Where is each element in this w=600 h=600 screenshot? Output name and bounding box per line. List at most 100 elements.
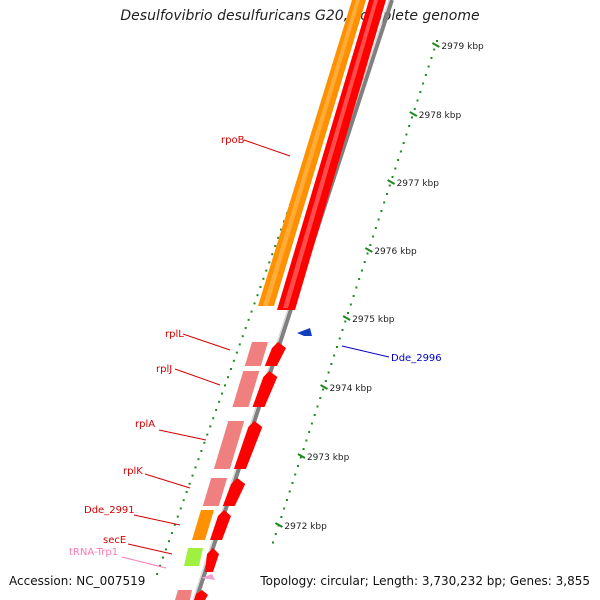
kbp-label: 2972 kbp — [284, 522, 327, 532]
position-tick — [385, 193, 388, 195]
cds-orange-shine — [263, 0, 360, 306]
inner-tick — [253, 302, 256, 305]
inner-tick — [232, 359, 235, 362]
position-tick — [338, 337, 341, 340]
position-tick — [402, 142, 405, 144]
leader-line — [341, 345, 390, 358]
cds-red-arrow — [252, 371, 278, 407]
inner-tick — [164, 548, 167, 551]
gene-label: rpoB — [221, 135, 245, 146]
inner-tick — [218, 400, 221, 403]
kbp-label: 2978 kbp — [419, 111, 462, 121]
cds-pink — [232, 371, 260, 407]
position-tick — [408, 125, 411, 127]
cds-red-arrow — [264, 342, 286, 366]
inner-tick — [235, 351, 238, 354]
position-tick — [380, 210, 383, 212]
position-tick — [272, 541, 275, 544]
inner-tick — [185, 491, 188, 493]
inner-tick — [226, 376, 229, 379]
leader-line — [144, 473, 191, 489]
position-tick — [399, 150, 402, 153]
position-tick — [413, 108, 416, 110]
leader-line — [133, 514, 181, 526]
position-tick — [374, 227, 377, 229]
leader-line — [158, 429, 207, 441]
position-tick — [424, 74, 427, 76]
gene-labels: rpoB rplL rplJ rplA rplK Dde_2991 secEtRNA-Trp… — [69, 135, 442, 569]
position-tick — [344, 320, 347, 323]
inner-tick — [238, 343, 241, 346]
position-tick — [308, 431, 311, 433]
cds-red-shine — [283, 0, 378, 308]
position-tick — [369, 244, 372, 246]
position-tick — [316, 405, 319, 408]
kbp-label: 2976 kbp — [374, 247, 417, 257]
cds-red-arrow — [233, 421, 263, 469]
position-tick — [360, 269, 363, 272]
position-tick — [397, 159, 400, 161]
position-tick — [333, 354, 336, 357]
major-tick — [364, 247, 373, 253]
inner-tick — [182, 499, 185, 502]
inner-tick — [277, 236, 280, 239]
position-tick — [363, 261, 366, 263]
cds-blue-dde2996 — [297, 328, 312, 336]
position-tick — [430, 57, 433, 59]
gene-label: Dde_2991 — [84, 505, 135, 516]
position-tick — [297, 465, 300, 467]
inner-tick — [206, 433, 209, 436]
cds-red-arrow — [194, 590, 208, 600]
position-tick — [405, 133, 408, 136]
position-tick — [427, 65, 430, 68]
kbp-label: 2973 kbp — [307, 453, 350, 463]
kbp-label: 2977 kbp — [397, 179, 440, 189]
position-tick — [372, 235, 375, 238]
leader-line — [243, 139, 291, 157]
position-tick — [358, 278, 361, 280]
position-tick — [327, 371, 330, 374]
position-tick — [319, 397, 322, 399]
inner-tick — [221, 392, 224, 395]
kbp-label: 2974 kbp — [330, 384, 373, 394]
position-tick — [422, 82, 425, 85]
inner-tick — [170, 532, 173, 534]
topology-text: Topology: circular; Length: 3,730,232 bp… — [260, 574, 590, 588]
inner-tick — [244, 327, 247, 329]
position-tick — [388, 184, 391, 187]
inner-tick — [250, 310, 253, 313]
inner-tick — [259, 286, 262, 288]
inner-tick — [188, 482, 191, 485]
major-tick — [274, 522, 283, 528]
cds-pink — [202, 478, 228, 506]
gene-label: rplK — [123, 466, 143, 477]
inner-tick — [268, 261, 271, 264]
inner-tick — [162, 556, 165, 559]
position-tick — [366, 252, 369, 255]
leader-line — [121, 556, 167, 569]
trna-green — [184, 548, 203, 566]
leader-line — [174, 368, 221, 386]
gene-label: rplJ — [156, 364, 172, 375]
inner-tick — [274, 245, 277, 247]
position-tick — [419, 91, 422, 93]
cds-pink — [175, 590, 192, 600]
inner-tick — [200, 450, 203, 452]
position-tick — [283, 507, 286, 510]
major-tick — [409, 111, 418, 117]
cds-red-arrow — [222, 478, 246, 506]
inner-tick — [215, 409, 218, 411]
leader-line — [182, 333, 231, 351]
position-tick — [330, 363, 333, 365]
position-tick — [294, 473, 297, 476]
feature-tracks — [175, 0, 394, 600]
inner-tick — [176, 515, 179, 518]
inner-tick — [191, 474, 194, 477]
leader-line — [127, 543, 173, 555]
position-tick — [322, 388, 325, 391]
inner-tick — [229, 368, 232, 370]
inner-tick — [241, 335, 244, 338]
position-tick — [285, 499, 288, 501]
position-tick — [410, 116, 413, 119]
